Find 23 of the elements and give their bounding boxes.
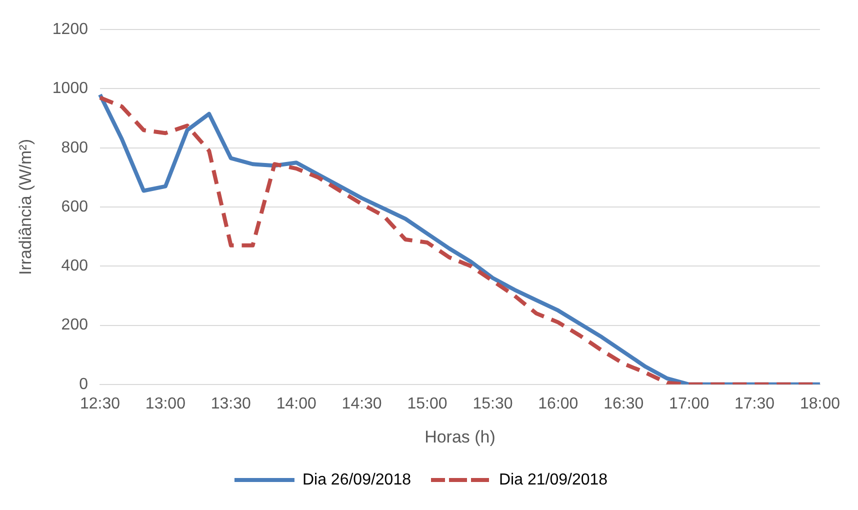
legend-label: Dia 21/09/2018: [499, 471, 608, 488]
y-tick-label: 1200: [52, 21, 88, 38]
x-tick-label: 14:30: [342, 395, 382, 412]
y-tick-label: 1000: [52, 80, 88, 98]
y-tick-label: 0: [79, 376, 88, 393]
x-tick-label: 15:00: [407, 395, 448, 412]
y-tick-label: 200: [61, 316, 88, 334]
x-tick-label: 15:30: [472, 395, 513, 412]
x-tick-label: 16:00: [538, 395, 578, 412]
x-tick-label: 13:30: [210, 395, 252, 412]
x-tick-label: 14:00: [276, 395, 316, 412]
y-tick-label: 400: [61, 258, 88, 275]
y-axis-title: Irradiância (W/m²): [16, 138, 35, 276]
x-tick-label: 18:00: [800, 395, 840, 412]
y-tick-label: 600: [61, 198, 88, 216]
x-axis-title: Horas (h): [424, 427, 496, 446]
x-tick-label: 16:30: [604, 395, 644, 412]
legend-label: Dia 26/09/2018: [302, 471, 412, 488]
x-tick-label: 17:00: [669, 395, 710, 412]
y-tick-label: 800: [61, 139, 88, 156]
x-tick-label: 17:30: [734, 395, 775, 412]
x-tick-label: 12:30: [80, 395, 120, 412]
x-tick-label: 13:00: [145, 395, 186, 412]
